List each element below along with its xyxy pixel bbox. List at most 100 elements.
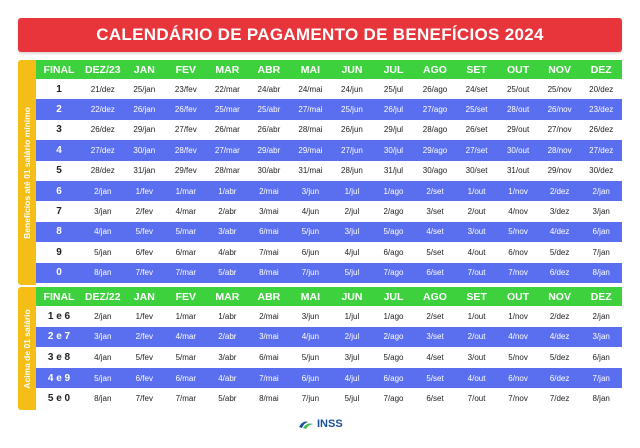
payment-date-cell: 28/out bbox=[497, 99, 539, 120]
payment-date-cell: 27/dez bbox=[82, 140, 124, 161]
side-label-upper-text: Benefícios até 01 salário mínimo bbox=[22, 106, 32, 239]
payment-date-cell: 2/set bbox=[414, 306, 456, 327]
payment-date-cell: 31/mai bbox=[289, 160, 332, 181]
payment-date-cell: 7/fev bbox=[123, 388, 166, 409]
payment-date-cell: 8/mai bbox=[248, 388, 290, 409]
final-digit-cell: 1 e 6 bbox=[36, 306, 82, 327]
payment-date-cell: 3/mai bbox=[248, 201, 290, 222]
column-header-month: MAI bbox=[289, 287, 332, 306]
payment-date-cell: 2/jul bbox=[331, 326, 373, 348]
payment-date-cell: 30/out bbox=[497, 140, 539, 161]
page-title-bar: CALENDÁRIO DE PAGAMENTO DE BENEFÍCIOS 20… bbox=[18, 18, 622, 52]
payment-date-cell: 7/mai bbox=[248, 367, 290, 389]
payment-date-cell: 3/jun bbox=[289, 306, 332, 327]
payment-date-cell: 7/jan bbox=[580, 367, 622, 389]
payment-date-cell: 29/mai bbox=[289, 140, 332, 161]
table-row: 6 2/jan 1/fev 1/mar 1/abr 2/mai 3/jun 1/jul 1/ag… bbox=[36, 180, 622, 202]
payment-date-cell: 6/jan bbox=[580, 347, 622, 368]
payment-date-cell: 24/set bbox=[455, 79, 498, 100]
payment-date-cell: 2/fev bbox=[123, 326, 166, 348]
payment-date-cell: 2/out bbox=[455, 326, 498, 348]
table-row: 1 21/dez 25/jan 23/fev 22/mar 24/abr 24/mai 24/… bbox=[36, 79, 622, 100]
payment-date-cell: 4/dez bbox=[538, 326, 581, 348]
payment-date-cell: 26/abr bbox=[248, 119, 290, 141]
payment-date-cell: 26/jun bbox=[331, 119, 373, 141]
payment-date-cell: 6/fev bbox=[123, 242, 166, 263]
payment-date-cell: 28/jun bbox=[331, 160, 373, 181]
payment-date-cell: 5/jun bbox=[289, 347, 332, 368]
payment-date-cell: 3/out bbox=[455, 221, 498, 243]
payment-date-cell: 4/abr bbox=[206, 242, 249, 263]
payment-date-cell: 5/jan bbox=[82, 242, 124, 263]
payment-date-cell: 3/abr bbox=[206, 347, 249, 368]
payment-date-cell: 22/dez bbox=[82, 99, 124, 120]
table-row: 9 5/jan 6/fev 6/mar 4/abr 7/mai 6/jun 4/jul 6/ag… bbox=[36, 242, 622, 263]
column-header-month: NOV bbox=[538, 60, 581, 79]
table-row: 2 22/dez 26/jan 26/fev 25/mar 25/abr 27/mai 25/… bbox=[36, 99, 622, 120]
column-header-month: JUN bbox=[331, 287, 373, 306]
payment-date-cell: 3/jan bbox=[580, 201, 622, 222]
payment-table-above-minimum-wage: FINAL DEZ/22 JAN FEV MAR ABR MAI JUN JUL AGO SET OU… bbox=[36, 287, 622, 409]
payment-date-cell: 5/jan bbox=[82, 367, 124, 389]
payment-date-cell: 6/set bbox=[414, 388, 456, 409]
payment-date-cell: 6/set bbox=[414, 262, 456, 283]
payment-date-cell: 6/ago bbox=[372, 367, 415, 389]
column-header-month: JAN bbox=[123, 60, 166, 79]
payment-date-cell: 3/jan bbox=[580, 326, 622, 348]
payment-date-cell: 1/jul bbox=[331, 180, 373, 202]
payment-date-cell: 6/jun bbox=[289, 242, 332, 263]
column-header-month: DEZ bbox=[580, 60, 622, 79]
payment-date-cell: 27/set bbox=[455, 140, 498, 161]
final-digit-cell: 7 bbox=[36, 201, 82, 222]
payment-date-cell: 2/out bbox=[455, 201, 498, 222]
payment-date-cell: 27/nov bbox=[538, 119, 581, 141]
column-header-month: MAR bbox=[206, 60, 249, 79]
final-digit-cell: 6 bbox=[36, 180, 82, 202]
final-digit-cell: 1 bbox=[36, 79, 82, 100]
payment-date-cell: 5/mar bbox=[165, 347, 207, 368]
payment-date-cell: 30/dez bbox=[580, 160, 622, 181]
payment-date-cell: 4/nov bbox=[497, 326, 539, 348]
page-title: CALENDÁRIO DE PAGAMENTO DE BENEFÍCIOS 20… bbox=[96, 25, 544, 44]
column-header-month: FEV bbox=[165, 60, 207, 79]
payment-date-cell: 26/mar bbox=[206, 119, 249, 141]
payment-date-cell: 1/mar bbox=[165, 180, 207, 202]
payment-date-cell: 26/fev bbox=[165, 99, 207, 120]
column-header-final: FINAL bbox=[36, 60, 82, 79]
payment-date-cell: 6/dez bbox=[538, 262, 581, 283]
payment-date-cell: 6/fev bbox=[123, 367, 166, 389]
payment-date-cell: 6/jan bbox=[580, 221, 622, 243]
payment-date-cell: 28/mar bbox=[206, 160, 249, 181]
payment-date-cell: 4/jul bbox=[331, 242, 373, 263]
final-digit-cell: 4 bbox=[36, 140, 82, 161]
payment-date-cell: 29/jul bbox=[372, 119, 415, 141]
column-header-month: DEZ/23 bbox=[82, 60, 124, 79]
payment-date-cell: 8/jan bbox=[580, 262, 622, 283]
final-digit-cell: 4 e 9 bbox=[36, 367, 82, 389]
payment-date-cell: 4/jul bbox=[331, 367, 373, 389]
payment-date-cell: 20/dez bbox=[580, 79, 622, 100]
payment-date-cell: 2/jul bbox=[331, 201, 373, 222]
payment-date-cell: 7/out bbox=[455, 388, 498, 409]
table-row: 3 26/dez 29/jan 27/fev 26/mar 26/abr 28/mai 26/… bbox=[36, 119, 622, 141]
column-header-month: ABR bbox=[248, 287, 290, 306]
table-row: 1 e 6 2/jan 1/fev 1/mar 1/abr 2/mai 3/jun 1/jul… bbox=[36, 306, 622, 327]
payment-date-cell: 5/fev bbox=[123, 347, 166, 368]
side-label-upper: Benefícios até 01 salário mínimo bbox=[18, 60, 36, 285]
payment-date-cell: 5/set bbox=[414, 242, 456, 263]
payment-date-cell: 7/fev bbox=[123, 262, 166, 283]
payment-date-cell: 5/nov bbox=[497, 221, 539, 243]
payment-date-cell: 5/dez bbox=[538, 242, 581, 263]
table-row: 7 3/jan 2/fev 4/mar 2/abr 3/mai 4/jun 2/jul 2/ag… bbox=[36, 201, 622, 222]
payment-date-cell: 2/dez bbox=[538, 306, 581, 327]
payment-date-cell: 28/dez bbox=[82, 160, 124, 181]
payment-date-cell: 7/jan bbox=[580, 242, 622, 263]
payment-date-cell: 24/mai bbox=[289, 79, 332, 100]
column-header-month: OUT bbox=[497, 287, 539, 306]
payment-date-cell: 7/mar bbox=[165, 388, 207, 409]
payment-date-cell: 5/ago bbox=[372, 347, 415, 368]
payment-date-cell: 5/jul bbox=[331, 262, 373, 283]
payment-date-cell: 30/set bbox=[455, 160, 498, 181]
payment-date-cell: 21/dez bbox=[82, 79, 124, 100]
payment-date-cell: 8/jan bbox=[82, 388, 124, 409]
